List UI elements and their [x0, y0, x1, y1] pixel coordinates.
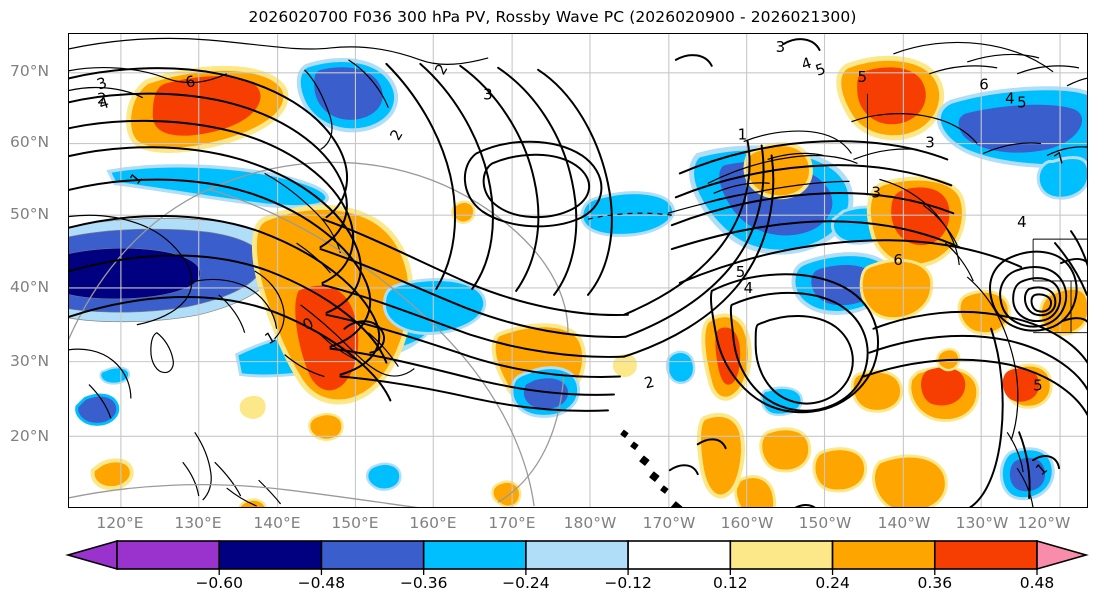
- svg-text:6: 6: [979, 76, 989, 94]
- svg-text:5: 5: [813, 60, 828, 80]
- lon-label: 150°E: [331, 514, 379, 532]
- svg-text:4: 4: [1017, 213, 1027, 231]
- coastlines: [69, 37, 1087, 507]
- svg-text:1: 1: [738, 126, 748, 144]
- lon-label: 170°E: [488, 514, 536, 532]
- lat-label: 50°N: [10, 205, 50, 223]
- lon-label: 160°E: [409, 514, 457, 532]
- svg-text:2: 2: [386, 126, 406, 143]
- lon-label: 170°W: [642, 514, 696, 532]
- lon-label: 130°E: [174, 514, 222, 532]
- svg-text:5: 5: [1017, 94, 1027, 112]
- colorbar-tick-label: 0.36: [917, 574, 953, 592]
- map-plot-area: 2 3 4 6 2 3 2 1 1 0 3 4 5 5 6 4 5: [68, 33, 1088, 508]
- svg-text:5: 5: [1033, 377, 1043, 395]
- svg-text:5: 5: [736, 263, 746, 281]
- map-canvas: 2 3 4 6 2 3 2 1 1 0 3 4 5 5 6 4 5: [69, 34, 1087, 507]
- svg-text:4: 4: [744, 279, 754, 297]
- lat-label: 40°N: [10, 278, 50, 296]
- svg-text:6: 6: [893, 251, 903, 269]
- colorbar-tick-label: −0.36: [399, 574, 448, 592]
- lon-label: 120°E: [96, 514, 144, 532]
- lon-label: 160°W: [720, 514, 774, 532]
- colorbar-swatches: [65, 539, 1089, 575]
- svg-text:3: 3: [776, 38, 786, 56]
- lon-label: 150°W: [798, 514, 852, 532]
- lat-label: 20°N: [10, 427, 50, 445]
- colorbar-tick-label: −0.12: [604, 574, 652, 592]
- colorbar-tick-label: 0.24: [815, 574, 850, 592]
- svg-text:2: 2: [431, 61, 451, 78]
- colorbar-tick-label: −0.24: [502, 574, 550, 592]
- grid-lines: [69, 34, 1087, 507]
- svg-text:4: 4: [1005, 90, 1015, 108]
- svg-text:3: 3: [871, 183, 881, 201]
- colorbar: −0.60 −0.48 −0.36 −0.24 −0.12 0.12 0.24 0.36 0.4…: [0, 536, 1105, 604]
- colorbar-tick-label: 0.48: [1019, 574, 1055, 592]
- svg-text:6: 6: [184, 72, 197, 92]
- colorbar-tick-label: −0.60: [195, 574, 243, 592]
- svg-text:2: 2: [642, 373, 656, 393]
- svg-text:3: 3: [483, 86, 493, 104]
- svg-text:2: 2: [97, 90, 107, 108]
- lon-label: 140°W: [877, 514, 931, 532]
- range-arc: [69, 161, 569, 507]
- lon-label: 130°W: [955, 514, 1009, 532]
- colorbar-tick-label: 0.12: [713, 574, 748, 592]
- pv-contours: [69, 38, 1087, 507]
- lon-label: 140°E: [253, 514, 301, 532]
- shading-layer: [69, 55, 1087, 507]
- svg-text:5: 5: [857, 68, 867, 86]
- lon-label: 180°W: [563, 514, 617, 532]
- lat-label: 70°N: [10, 62, 50, 80]
- lat-label: 30°N: [10, 352, 50, 370]
- colorbar-tick-label: −0.48: [297, 574, 346, 592]
- lat-label: 60°N: [10, 133, 50, 151]
- page-title: 2026020700 F036 300 hPa PV, Rossby Wave …: [248, 8, 857, 26]
- svg-text:4: 4: [799, 54, 814, 74]
- svg-text:3: 3: [925, 134, 935, 152]
- lon-label: 120°W: [1017, 514, 1071, 532]
